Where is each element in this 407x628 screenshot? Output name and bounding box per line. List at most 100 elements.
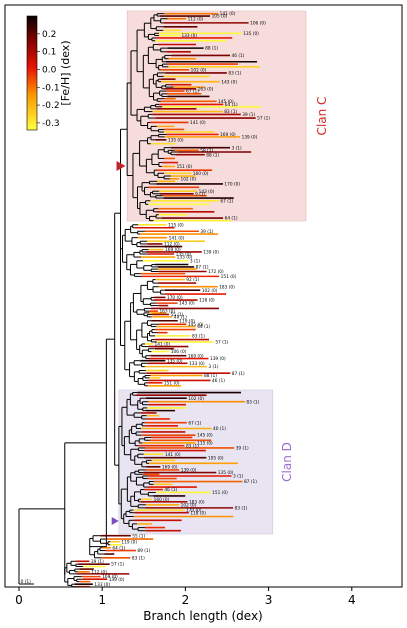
leaf-label: 145 (0) [218, 99, 234, 105]
x-tick-label-1: 1 [98, 593, 106, 607]
colorbar-tick-label-3: -0.1 [42, 83, 60, 93]
leaf-label: 163 (0) [159, 309, 175, 315]
leaf-label: 106 (0) [250, 20, 266, 26]
leaf-label: 83 (1) [186, 443, 199, 449]
leaf-label: 40 (1) [213, 426, 226, 432]
leaf-label: 39 (1) [242, 112, 255, 118]
leaf-label: 119 (0) [121, 539, 137, 545]
leaf-label: 172 (0) [208, 269, 224, 275]
leaf-label: 102 (0) [188, 396, 204, 402]
leaf-label: 183 (0) [219, 284, 235, 290]
leaf-label: 88 (1) [205, 46, 218, 52]
leaf-label: 83 (1) [132, 555, 145, 561]
leaf-label: 139 (0) [210, 356, 226, 362]
x-tick-label-2: 2 [182, 593, 190, 607]
colorbar-tick-label-0: 0.2 [42, 30, 56, 40]
leaf-label: 151 (0) [212, 490, 228, 496]
leaf-label: 151 (0) [221, 274, 237, 280]
leaf-label: 141 (0) [169, 235, 185, 241]
leaf-label: 112 (0) [164, 242, 180, 248]
leaf-label: 88 (1) [206, 152, 219, 158]
leaf-label: 3 (1) [190, 258, 201, 264]
leaf-label: 115 (0) [197, 441, 213, 447]
colorbar [26, 15, 38, 131]
leaf-label: 9 (1) [195, 191, 206, 197]
leaf-label: 57 (1) [257, 116, 270, 122]
leaf-label: 143 (0) [179, 301, 195, 307]
leaf-label: 102 (0) [191, 67, 207, 73]
leaf-label: 139 (0) [242, 134, 258, 140]
leaf-label: 169 (0) [165, 247, 181, 253]
clan-d-node-marker [111, 517, 119, 525]
leaf-label: 118 (0) [199, 298, 215, 304]
plot-frame [4, 4, 403, 588]
leaf-label: 135 (0) [167, 358, 183, 364]
leaf-label: 83 (1) [228, 70, 241, 76]
leaf-label: 139 (0) [109, 577, 125, 583]
leaf-label: 141 (0) [220, 11, 236, 17]
colorbar-tick-label-2: 0.0 [42, 65, 57, 75]
leaf-label: 151 (0) [177, 164, 193, 170]
leaf-label: 102 (0) [181, 502, 197, 508]
leaf-label: 87 (1) [244, 479, 257, 485]
leaf-label: 141 (0) [190, 120, 206, 126]
leaf-label: 55 (1) [132, 533, 145, 539]
leaf-label: 112 (0) [91, 569, 107, 575]
leaf-label: 39 (1) [91, 559, 104, 565]
x-tick-label-3: 3 [265, 593, 273, 607]
leaf-label: 67 (1) [186, 89, 199, 95]
leaf-label: 92 (1) [186, 277, 199, 283]
leaf-label: 135 (0) [176, 252, 192, 258]
leaf-label: 118 (0) [190, 510, 206, 516]
colorbar-label: [Fe/H] (dex) [59, 40, 72, 105]
leaf-label: 88 (1) [204, 373, 217, 379]
leaf-label: 39 (1) [200, 229, 213, 235]
leaf-label: 83 (1) [224, 109, 237, 115]
x-axis-label: Branch length (dex) [143, 609, 262, 623]
leaf-label: 39 (1) [236, 446, 249, 452]
leaf-label: 105 (0) [212, 14, 228, 20]
leaf-label: 119 (0) [179, 318, 195, 324]
tree-branches [18, 12, 262, 588]
leaf-label: 83 (1) [235, 505, 248, 511]
leaf-label: 58 (1) [200, 148, 213, 154]
leaf-label: 133 (0) [181, 33, 197, 39]
clan-c-node-marker [116, 161, 126, 171]
leaf-label: 83 (1) [246, 399, 259, 405]
x-tick-label-0: 0 [15, 593, 23, 607]
leaf-label: 170 (0) [224, 182, 240, 188]
leaf-label: 64 (1) [112, 545, 125, 551]
leaf-label: 67 (1) [220, 198, 233, 204]
leaf-label: 112 (0) [188, 16, 204, 22]
leaf-label: 105 (0) [208, 455, 224, 461]
leaf-label: 139 (0) [181, 468, 197, 474]
leaf-label: 64 (1) [225, 216, 238, 222]
leaf-label: 135 (0) [218, 470, 234, 476]
leaf-label: 3 (1) [231, 145, 242, 151]
leaf-label: 133 (0) [177, 255, 193, 261]
leaf-label: 115 (0) [168, 222, 184, 228]
leaf-label: 139 (0) [203, 250, 219, 256]
colorbar-ticks: 0.2 0.1 0.0 -0.1 -0.2 -0.3 [37, 30, 60, 129]
colorbar-tick-label-1: 0.1 [42, 48, 56, 58]
leaf-label: 169 (0) [162, 464, 178, 470]
x-axis: 0 1 2 3 4 [15, 587, 356, 607]
leaf-label: 46 (1) [212, 378, 225, 384]
leaf-label: 160 (0) [193, 171, 209, 177]
leaf-label: 87 (1) [232, 371, 245, 377]
leaf-labels: 141 (0)105 (0)112 (0)106 (0)135 (0)133 (… [21, 11, 271, 588]
leaf-label: 57 (1) [111, 562, 124, 568]
leaf-label: 106 (0) [171, 349, 187, 355]
leaf-label: 145 (0) [188, 322, 204, 328]
leaf-label: 145 (0) [197, 433, 213, 439]
leaf-label: 135 (0) [243, 31, 259, 37]
leaf-label: 133 (0) [189, 361, 205, 367]
leaf-label: 89 (1) [137, 548, 150, 554]
leaf-label: 169 (0) [220, 132, 236, 138]
leaf-label: 64 (1) [197, 324, 210, 330]
leaf-label: 170 (0) [167, 295, 183, 301]
leaf-label: 83 (1) [192, 333, 205, 339]
colorbar-tick-label-4: -0.2 [42, 101, 60, 111]
leaf-label: 160 (0) [154, 497, 170, 503]
